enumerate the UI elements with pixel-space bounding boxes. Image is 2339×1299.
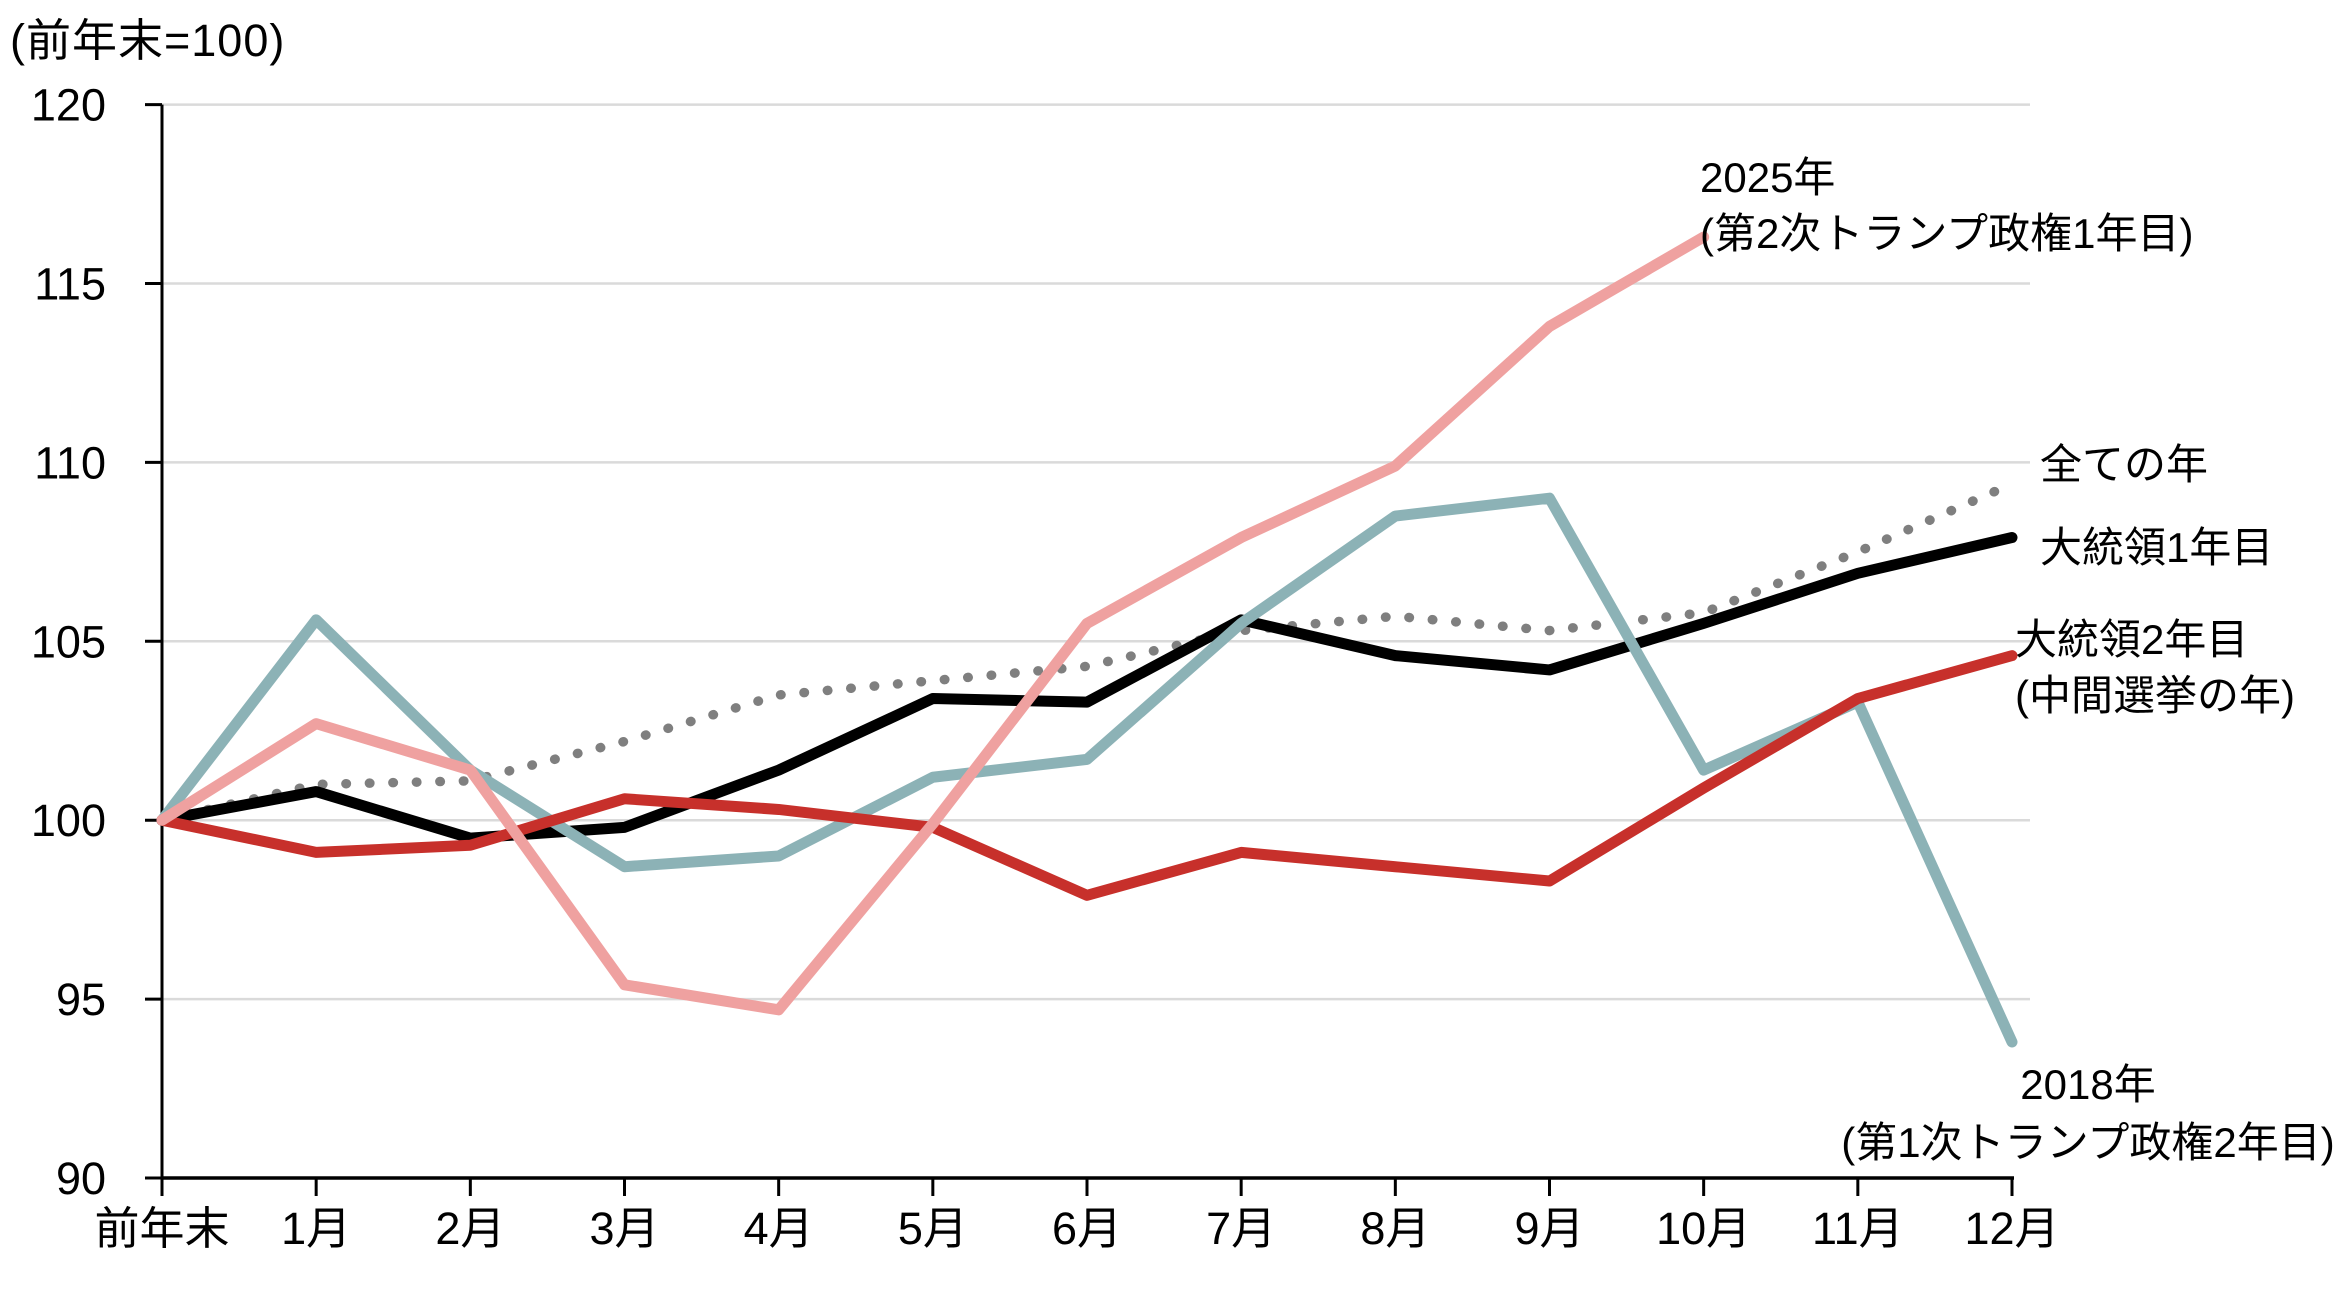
y-tick-label: 105 [31, 616, 106, 667]
annotation-all-years-line1: 全ての年 [2040, 441, 2209, 488]
y-tick-label: 95 [56, 974, 106, 1025]
annotation-president-year1-line1: 大統領1年目 [2040, 524, 2274, 571]
x-tick-label: 9月 [1514, 1203, 1584, 1254]
series-line-1 [156, 532, 2018, 844]
x-tick-label: 11月 [1812, 1203, 1904, 1254]
series-line-0 [157, 479, 2017, 825]
x-tick-label: 2月 [435, 1203, 505, 1254]
x-tick-label: 前年末 [94, 1203, 229, 1254]
annotation-president-year2-line2: (中間選挙の年) [2015, 672, 2295, 719]
y-tick-label: 120 [31, 80, 106, 131]
annotation-president-year2-line1: 大統領2年目 [2015, 616, 2249, 663]
annotation-president-year1: 大統領1年目 [2040, 520, 2273, 576]
x-tick-label: 5月 [898, 1203, 968, 1254]
y-tick-label: 100 [31, 795, 106, 846]
x-tick-label: 3月 [589, 1203, 659, 1254]
x-tick-label: 6月 [1052, 1203, 1122, 1254]
series-line-4 [156, 231, 1710, 1016]
series-line-3 [156, 650, 2018, 901]
y-tick-label: 115 [34, 259, 106, 310]
x-tick-label: 10月 [1656, 1203, 1751, 1254]
x-tick-label: 8月 [1360, 1203, 1430, 1254]
y-tick-label: 90 [56, 1153, 106, 1204]
axis-unit-label: (前年末=100) [10, 15, 286, 66]
annotation-2025-line2: (第2次トランプ政権1年目) [1700, 210, 2194, 257]
annotation-2025-line1: 2025年 [1700, 154, 1836, 201]
annotation-2018-line1: 2018年 [2020, 1061, 2156, 1108]
x-tick-label: 12月 [1964, 1203, 2059, 1254]
annotation-2018-line2: (第1次トランプ政権2年目) [1841, 1119, 2335, 1166]
annotation-2025: 2025年 (第2次トランプ政権1年目) [1700, 150, 2193, 262]
annotation-2018: 2018年 (第1次トランプ政権2年目) [1836, 1056, 2339, 1172]
y-tick-label: 110 [34, 437, 106, 488]
annotation-president-year2: 大統領2年目 (中間選挙の年) [2015, 612, 2295, 724]
x-tick-label: 4月 [744, 1203, 814, 1254]
x-tick-label: 7月 [1206, 1203, 1276, 1254]
annotation-all-years: 全ての年 [2040, 437, 2208, 493]
x-tick-label: 1月 [281, 1203, 351, 1254]
